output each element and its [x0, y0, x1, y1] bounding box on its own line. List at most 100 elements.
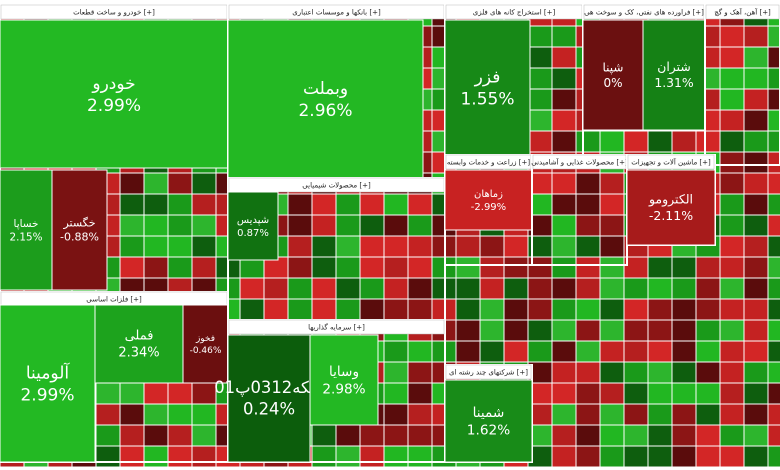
- filler-tile: [143, 382, 169, 405]
- filler-tile: [167, 193, 193, 216]
- filler-tile: [503, 340, 529, 363]
- filler-tile: [359, 235, 385, 258]
- filler-tile: [311, 277, 337, 300]
- stock-change: -0.88%: [60, 231, 99, 244]
- stock-name: شمینا: [473, 405, 505, 421]
- filler-tile: [119, 424, 145, 447]
- sector-header: استخراج کانه های فلزی [+]: [473, 9, 556, 17]
- stock-change: 0.87%: [237, 228, 269, 239]
- filler-tile: [527, 130, 553, 153]
- filler-tile: [407, 193, 433, 216]
- filler-tile: [191, 214, 217, 237]
- filler-tile: [191, 445, 217, 468]
- filler-tile: [143, 424, 169, 447]
- filler-tile: [287, 193, 313, 216]
- filler-tile: [119, 172, 145, 195]
- filler-tile: [407, 298, 433, 321]
- filler-tile: [767, 382, 780, 405]
- filler-tile: [623, 403, 649, 426]
- filler-tile: [95, 445, 121, 468]
- filler-tile: [575, 361, 601, 384]
- stock-name: شپدیس: [237, 215, 269, 226]
- stock-tile: [626, 169, 716, 246]
- filler-tile: [767, 88, 780, 111]
- filler-tile: [647, 256, 673, 279]
- filler-tile: [695, 424, 721, 447]
- filler-tile: [671, 382, 697, 405]
- filler-tile: [551, 277, 577, 300]
- filler-tile: [719, 46, 745, 69]
- stock-name: خودرو: [91, 74, 135, 94]
- filler-tile: [767, 445, 780, 468]
- filler-tile: [527, 109, 553, 132]
- stock-name: خگستر: [62, 216, 95, 229]
- filler-tile: [335, 193, 361, 216]
- filler-tile: [599, 277, 625, 300]
- filler-tile: [551, 445, 577, 468]
- filler-tile: [599, 298, 625, 321]
- filler-tile: [743, 403, 769, 426]
- filler-tile: [455, 319, 481, 342]
- filler-tile: [599, 256, 625, 279]
- filler-tile: [743, 214, 769, 237]
- filler-tile: [95, 382, 121, 405]
- filler-tile: [551, 25, 577, 48]
- filler-tile: [767, 424, 780, 447]
- stock-tile: [0, 304, 96, 463]
- filler-tile: [311, 214, 337, 237]
- filler-tile: [551, 172, 577, 195]
- filler-tile: [191, 382, 217, 405]
- filler-tile: [575, 172, 601, 195]
- filler-tile: [407, 340, 433, 363]
- filler-tile: [455, 235, 481, 258]
- stock-change: -0.46%: [190, 346, 222, 356]
- filler-tile: [647, 319, 673, 342]
- filler-tile: [599, 214, 625, 237]
- sector-header: بانکها و موسسات اعتباری [+]: [292, 9, 381, 17]
- filler-tile: [119, 214, 145, 237]
- filler-tile: [743, 424, 769, 447]
- filler-tile: [383, 424, 409, 447]
- sector-header: زراعت و خدمات وابسته [+]: [447, 159, 530, 167]
- filler-tile: [119, 235, 145, 258]
- filler-tile: [95, 424, 121, 447]
- filler-tile: [359, 277, 385, 300]
- filler-tile: [719, 424, 745, 447]
- filler-tile: [287, 277, 313, 300]
- filler-tile: [383, 361, 409, 384]
- filler-tile: [623, 319, 649, 342]
- filler-tile: [743, 88, 769, 111]
- sector-header: محصولات شیمیایی [+]: [302, 182, 371, 190]
- filler-tile: [719, 214, 745, 237]
- stock-change: 2.98%: [322, 382, 365, 398]
- sector-header: خودرو و ساخت قطعات [+]: [73, 9, 155, 17]
- filler-tile: [479, 256, 505, 279]
- filler-tile: [575, 130, 601, 153]
- filler-tile: [719, 277, 745, 300]
- stock-tile: [444, 19, 531, 156]
- filler-tile: [359, 298, 385, 321]
- stock-change: 1.31%: [654, 75, 694, 90]
- filler-tile: [743, 382, 769, 405]
- stock-change: 2.99%: [87, 96, 141, 116]
- filler-tile: [767, 214, 780, 237]
- filler-tile: [743, 298, 769, 321]
- filler-tile: [551, 235, 577, 258]
- filler-tile: [575, 235, 601, 258]
- sector-header: فراورده های نفتی، کک و سوخت هی [+]: [584, 9, 704, 17]
- filler-tile: [143, 235, 169, 258]
- stock-name: شتران: [657, 59, 691, 75]
- filler-tile: [623, 340, 649, 363]
- filler-tile: [335, 256, 361, 279]
- filler-tile: [623, 424, 649, 447]
- filler-tile: [623, 361, 649, 384]
- filler-tile: [383, 445, 409, 468]
- filler-tile: [311, 424, 337, 447]
- filler-tile: [575, 256, 601, 279]
- filler-tile: [743, 256, 769, 279]
- sector-header: ماشین آلات و تجهیزات [+]: [631, 158, 711, 167]
- filler-tile: [383, 235, 409, 258]
- filler-tile: [743, 25, 769, 48]
- filler-tile: [263, 298, 289, 321]
- filler-tile: [767, 277, 780, 300]
